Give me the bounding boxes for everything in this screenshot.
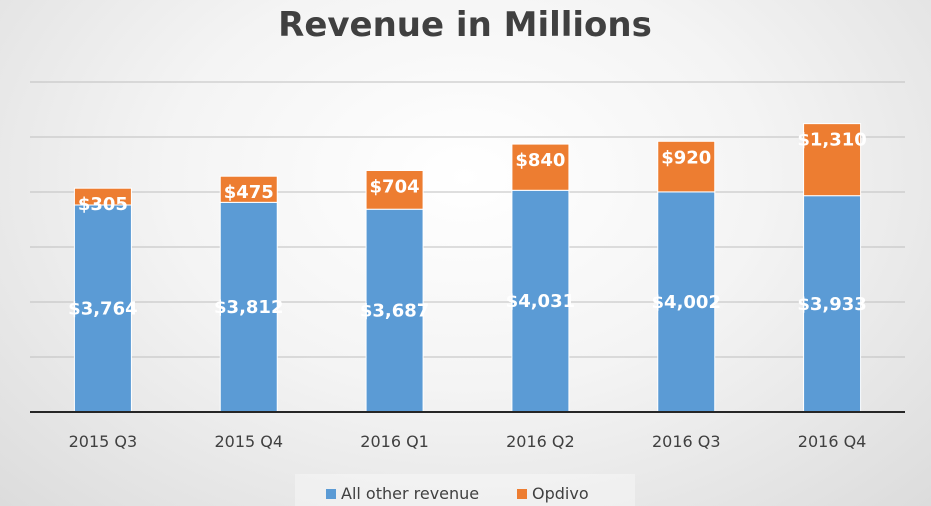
data-label-opdivo: $475 <box>224 182 274 203</box>
bar-opdivo <box>365 169 424 210</box>
data-label-all-other-revenue: $3,812 <box>214 297 283 318</box>
data-label-opdivo: $920 <box>661 147 711 168</box>
bar-all-other-revenue <box>803 195 862 413</box>
bar-opdivo <box>657 140 716 193</box>
data-label-all-other-revenue: $3,933 <box>797 294 866 315</box>
chart-title: Revenue in Millions <box>278 5 652 45</box>
bar-all-other-revenue <box>511 189 570 413</box>
legend-swatch <box>517 489 527 499</box>
data-label-all-other-revenue: $3,764 <box>68 298 137 319</box>
x-tick-label: 2016 Q4 <box>798 432 867 451</box>
bar-all-other-revenue <box>657 191 716 413</box>
gridlines <box>30 81 905 358</box>
bars <box>73 123 862 413</box>
x-tick-label: 2016 Q1 <box>360 432 429 451</box>
x-tick-labels: 2015 Q3 2015 Q4 2016 Q1 2016 Q2 2016 Q3 2016 … <box>69 432 867 451</box>
bar-opdivo <box>511 143 570 191</box>
data-label-all-other-revenue: $4,031 <box>506 291 575 312</box>
data-labels: $3,764 $305 $3,812 $475 $3,687 $704 $4,031 $840… <box>68 130 867 322</box>
data-label-opdivo: $704 <box>370 176 420 197</box>
x-tick-label: 2016 Q3 <box>652 432 721 451</box>
data-label-opdivo: $840 <box>515 150 565 171</box>
x-tick-label: 2015 Q4 <box>214 432 283 451</box>
x-tick-label: 2016 Q2 <box>506 432 575 451</box>
legend: All other revenue Opdivo <box>295 474 635 506</box>
data-label-all-other-revenue: $4,002 <box>652 292 721 313</box>
data-label-all-other-revenue: $3,687 <box>360 301 429 322</box>
bar-opdivo <box>73 187 132 206</box>
legend-swatch <box>326 489 336 499</box>
legend-box <box>295 474 635 506</box>
bar-opdivo <box>803 123 862 197</box>
x-tick-label: 2015 Q3 <box>69 432 138 451</box>
data-label-opdivo: $305 <box>78 194 128 215</box>
legend-label: All other revenue <box>341 484 479 503</box>
data-label-opdivo: $1,310 <box>797 130 866 151</box>
legend-label: Opdivo <box>532 484 589 503</box>
bar-opdivo <box>219 175 278 203</box>
